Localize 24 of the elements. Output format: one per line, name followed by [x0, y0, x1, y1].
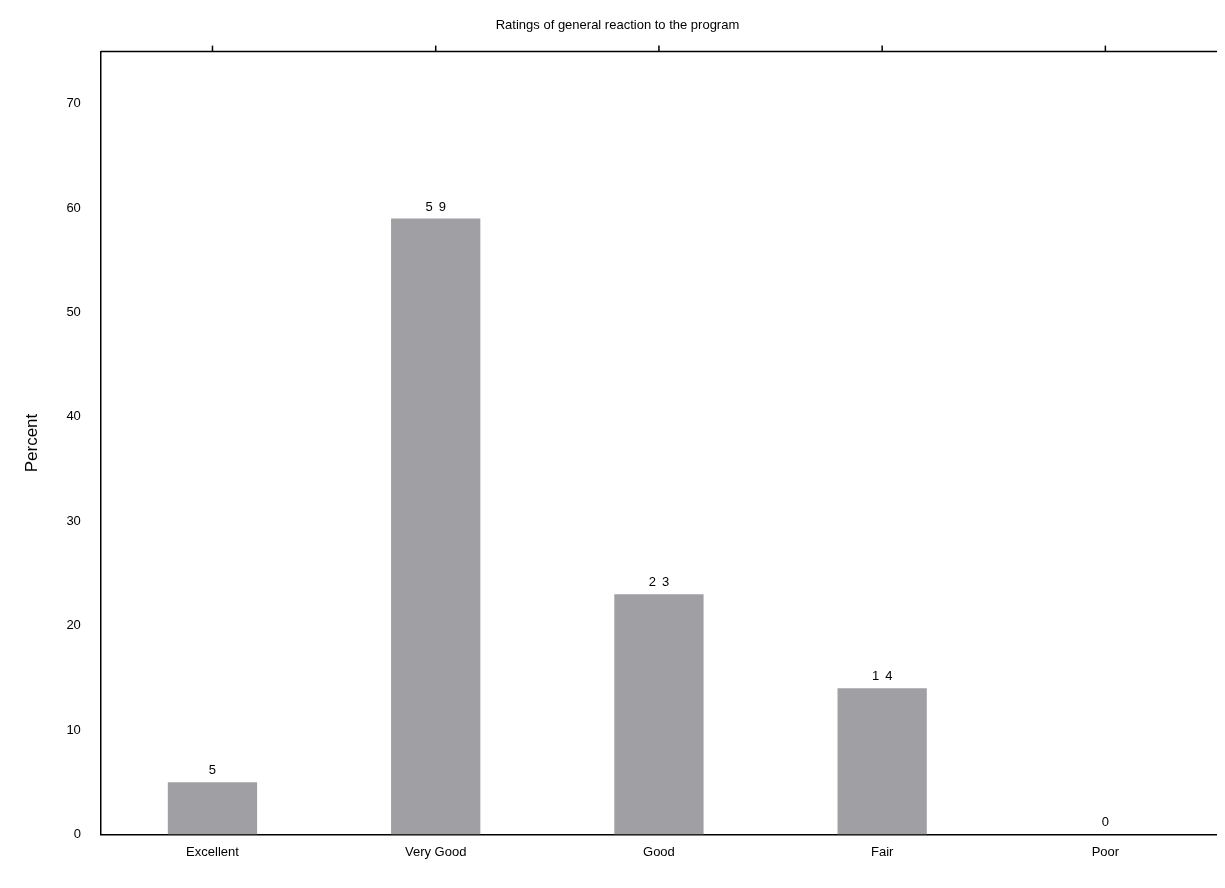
y-tick-label: 0: [73, 825, 81, 841]
x-tick-label: Very Good: [404, 843, 467, 859]
bar: [837, 688, 927, 835]
x-tick-label: Fair: [870, 843, 895, 859]
y-axis-title: Percent: [21, 413, 41, 473]
y-tick-label: 40: [66, 408, 81, 424]
x-tick-label: Excellent: [186, 843, 240, 859]
y-tick-label: 60: [66, 199, 81, 215]
x-tick-label: Good: [643, 843, 675, 859]
bar: [614, 594, 704, 835]
data-label: 0: [1101, 814, 1115, 830]
y-tick-label: 30: [66, 512, 81, 528]
chart-title: Ratings of general reaction to the program: [495, 17, 740, 33]
y-tick-label: 10: [66, 721, 81, 737]
y-tick-label: 70: [66, 95, 81, 111]
data-label: 5: [208, 762, 223, 778]
bar: [391, 218, 481, 835]
data-label: 14: [871, 668, 899, 684]
data-label: 59: [425, 198, 452, 214]
data-label: 23: [648, 574, 676, 590]
bar: [167, 782, 258, 835]
y-tick-label: 50: [66, 304, 81, 320]
x-tick-label: Poor: [1091, 843, 1120, 859]
y-tick-label: 20: [66, 617, 81, 633]
